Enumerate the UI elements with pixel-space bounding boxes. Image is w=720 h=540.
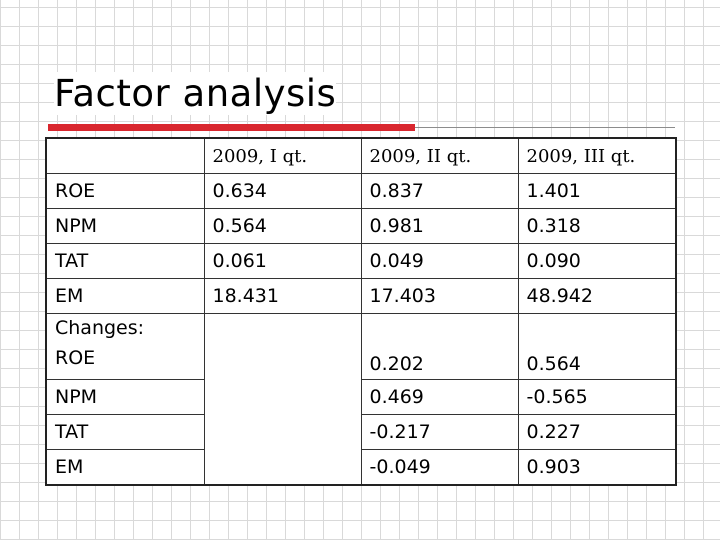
- change-label-cell: NPM: [45, 379, 205, 415]
- change-row: EM -0.049 0.903: [45, 449, 677, 486]
- factor-table: 2009, I qt. 2009, II qt. 2009, III qt. ROE 0…: [45, 137, 677, 486]
- data-row: NPM 0.564 0.981 0.318: [45, 208, 677, 244]
- cell-value: 0.202: [360, 313, 519, 380]
- cell-value: 0.903: [517, 449, 677, 486]
- title-rule: [415, 127, 675, 128]
- row-label: EM: [45, 278, 205, 314]
- data-row: TAT 0.061 0.049 0.090: [45, 243, 677, 279]
- title-accent-bar: [48, 124, 415, 131]
- cell-value: 1.401: [517, 173, 677, 209]
- change-label-cell: EM: [45, 449, 205, 486]
- row-label: ROE: [45, 173, 205, 209]
- changes-heading: Changes:: [55, 317, 145, 339]
- row-label: NPM: [55, 386, 98, 408]
- cell-value: -0.565: [517, 379, 677, 415]
- cell-value: 0.090: [517, 243, 677, 279]
- change-label-cell: TAT: [45, 414, 205, 450]
- cell-value: 18.431: [203, 278, 362, 314]
- table-body: 2009, I qt. 2009, II qt. 2009, III qt. ROE 0…: [45, 137, 677, 486]
- row-label: ROE: [55, 347, 96, 369]
- cell-value: 0.634: [203, 173, 362, 209]
- data-row: EM 18.431 17.403 48.942: [45, 278, 677, 314]
- row-label: TAT: [45, 243, 205, 279]
- column-header: 2009, II qt.: [360, 137, 519, 174]
- cell-value: 0.981: [360, 208, 519, 244]
- row-label: TAT: [55, 421, 89, 443]
- row-label: NPM: [45, 208, 205, 244]
- header-cell-empty: [45, 137, 205, 174]
- cell-value: 0.564: [517, 313, 677, 380]
- change-row: NPM 0.469 -0.565: [45, 379, 677, 415]
- cell-value: -0.049: [360, 449, 519, 486]
- header-row: 2009, I qt. 2009, II qt. 2009, III qt.: [45, 137, 677, 174]
- cell-value: 0.837: [360, 173, 519, 209]
- cell-value: -0.217: [360, 414, 519, 450]
- row-label: EM: [55, 456, 84, 478]
- column-header: 2009, I qt.: [203, 137, 362, 174]
- change-row: TAT -0.217 0.227: [45, 414, 677, 450]
- cell-value: 0.061: [203, 243, 362, 279]
- column-header: 2009, III qt.: [517, 137, 677, 174]
- slide-title: Factor analysis: [54, 72, 337, 115]
- cell-value: 0.469: [360, 379, 519, 415]
- cell-value: 17.403: [360, 278, 519, 314]
- change-label-cell: Changes: ROE: [45, 313, 205, 380]
- cell-value: 0.564: [203, 208, 362, 244]
- blank-cell: [203, 313, 362, 486]
- cell-value: 0.227: [517, 414, 677, 450]
- change-row: Changes: ROE 0.202 0.564: [45, 313, 677, 486]
- data-row: ROE 0.634 0.837 1.401: [45, 173, 677, 209]
- cell-value: 48.942: [517, 278, 677, 314]
- cell-value: 0.318: [517, 208, 677, 244]
- cell-value: 0.049: [360, 243, 519, 279]
